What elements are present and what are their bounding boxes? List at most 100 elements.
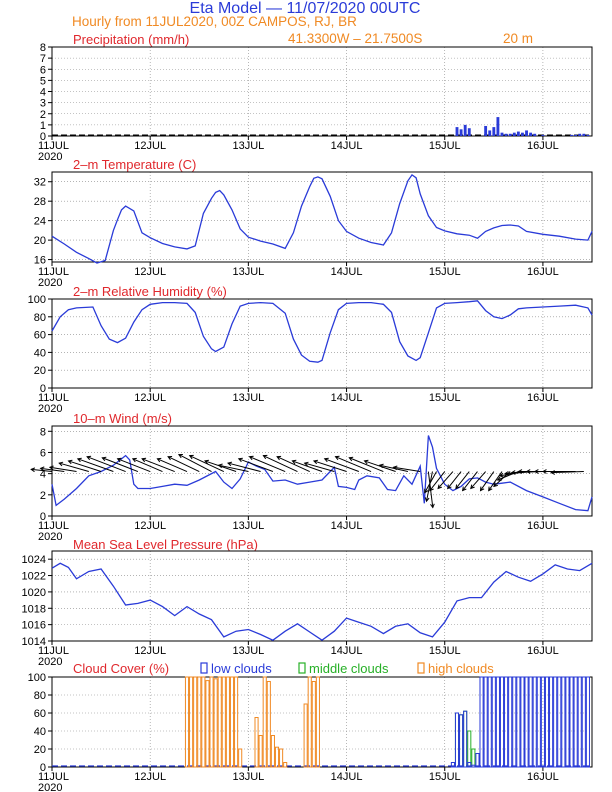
precip-bar [529,132,533,136]
mslp-ytick-label-0: 1014 [22,636,46,648]
cloud-bar-high-clouds [193,676,198,768]
precip-bar [586,134,590,136]
cloud-bar-low-clouds [467,762,472,768]
temp-year-label: 2020 [38,277,62,289]
precip-ytick-label-4: 4 [40,87,46,99]
wind-vector-head [30,467,36,473]
wind-vector-head [517,469,523,474]
temp-xtick-label-1: 12JUL [134,266,166,278]
precip-bar [508,133,512,136]
wind-title: 10–m Wind (m/s) [73,411,172,426]
mslp-frame [51,550,593,642]
cloud-xtick-label-1: 12JUL [134,771,166,783]
temp-xtick-label-0: 11JUL [38,266,69,278]
chart-subtitle: Hourly from 11JUL2020, 00Z CAMPOS, RJ, B… [72,14,357,29]
wind-vector [167,456,200,472]
precip-ytick-label-2: 2 [40,109,46,121]
mslp-year-label: 2020 [38,656,62,668]
wind-xtick-label-5: 16JUL [527,520,559,532]
cloud-bar-high-clouds [238,748,243,768]
cloud-bar-low-clouds [520,676,525,768]
wind-vector [218,464,249,473]
wind-vector-head [226,461,233,467]
cloud-bar-low-clouds [544,676,550,768]
temp-panel: 16 20 24 28 32 11JUL 12JUL 13JUL 14JUL 15JUL 16JUL… [34,171,593,289]
mslp-xtick-label-5: 16JUL [527,645,559,657]
rh-xtick-label-5: 16JUL [527,392,559,404]
wind-vector [102,457,139,472]
precip-bar [541,134,545,136]
cloud-bar-high-clouds [274,746,280,768]
mslp-ytick-label-1: 1016 [22,620,46,632]
precip-xtick-label-3: 14JUL [331,140,363,152]
wind-vector-head [504,471,509,476]
wind-ytick-label-0: 0 [40,511,46,523]
wind-vector-head [67,459,73,465]
wind-xtick-label-2: 13JUL [232,520,264,532]
wind-vector-head [541,469,547,474]
cloud-bar-high-clouds [279,748,284,768]
cloud-bar-low-clouds [540,676,545,768]
cloud-bar-low-clouds [459,714,464,768]
wind-vector-head [116,457,122,463]
precip-ytick-label-8: 8 [40,42,46,54]
wind-vector-head [177,454,183,459]
cloud-xtick-label-4: 15JUL [429,771,461,783]
wind-vector [141,458,175,472]
wind-vector-head [424,488,429,494]
temp-xtick-label-3: 14JUL [331,266,363,278]
wind-vector [263,455,298,472]
wind-vector [292,460,323,473]
cloud-bar-low-clouds [553,676,558,768]
rh-ytick-label-4: 80 [34,312,46,324]
temp-ytick-label-3: 28 [34,196,46,208]
cloud-title: Cloud Cover (%) [73,661,169,676]
cloud-bar-high-clouds [225,676,230,768]
rh-year-label: 2020 [38,403,62,415]
rh-ytick-label-2: 40 [34,347,46,359]
legend-high-swatch [417,662,425,674]
wind-vector-head [248,455,254,461]
wind-vector [238,458,274,472]
precip-ytick-label-0: 0 [40,131,46,143]
wind-vector-head [470,484,475,490]
wind-vector-head [437,484,442,490]
wind-vector [31,468,53,473]
wind-vector-head [323,457,329,463]
cloud-bar-low-clouds [549,676,554,768]
precip-bar [525,130,528,136]
rh-series-line [51,300,593,363]
wind-vector [437,471,454,489]
cloud-bar-middle-clouds [471,748,476,768]
wind-vector-head [496,476,502,481]
wind-vector [324,458,359,472]
precip-year-label: 2020 [38,151,62,163]
wind-vector-head [488,486,493,492]
wind-vector [455,471,470,489]
wind-vector [493,471,511,487]
temp-xtick-label-4: 15JUL [429,266,461,278]
mslp-xtick-label-4: 15JUL [429,645,461,657]
wind-vector [304,462,335,473]
wind-vector-head [156,457,162,463]
temp-ytick-label-2: 24 [34,216,46,228]
wind-panel: 0 2 4 6 8 11JUL 12JUL 13JUL 14JUL 15JUL 16JUL 2020 [30,425,593,543]
precip-bar [574,134,578,136]
cloud-bar-high-clouds [307,676,312,768]
cloud-bar-low-clouds [471,764,476,768]
wind-vector-head [167,456,173,461]
cloud-bar-high-clouds [258,735,263,768]
cloud-bar-low-clouds [536,676,541,768]
temp-xtick-label-2: 13JUL [232,266,264,278]
temp-xtick-label-5: 16JUL [527,266,559,278]
mslp-ytick-label-4: 1022 [22,571,46,583]
wind-vector [335,456,372,472]
wind-vector-head [378,463,384,469]
cloud-bar-low-clouds [577,676,582,768]
wind-ytick-label-3: 6 [40,447,46,459]
cloud-ytick-label-3: 60 [34,708,46,720]
wind-vector [462,471,478,491]
cloud-xtick-label-2: 13JUL [232,771,264,783]
cloud-ytick-label-5: 100 [28,672,46,684]
wind-vector-head [334,455,340,461]
